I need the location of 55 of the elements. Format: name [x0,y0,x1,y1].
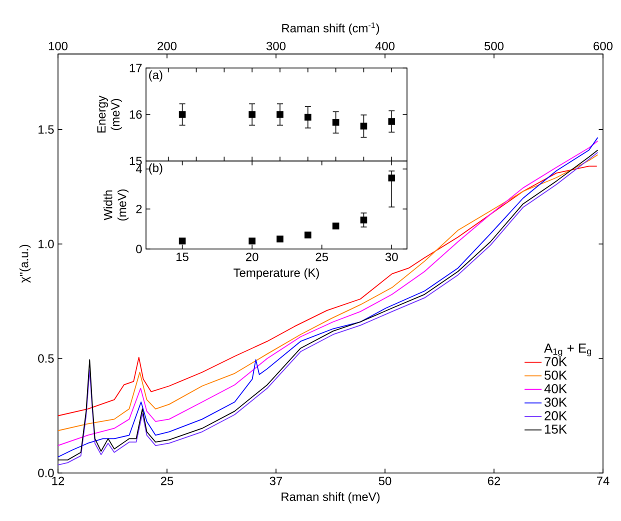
y-axis-title: Width (meV) [104,189,129,221]
x2-tick-label: 500 [484,42,504,50]
legend-label: 30K [544,398,567,407]
y-axis-title: χ''(a.u.) [19,244,31,283]
y-tick-label: 0 [136,244,142,254]
y-tick-label: 0.5 [38,354,54,363]
x-tick-label: 62 [488,476,500,486]
point [332,119,340,126]
x-axis-title: Raman shift (meV) [282,492,380,504]
x2-tick-label: 600 [594,42,613,50]
legend-label: 50K [544,370,567,380]
point [332,222,340,230]
x2-tick-label: 100 [48,42,68,50]
x-tick-label: 30 [385,252,398,262]
legend-label: 40K [544,384,567,394]
point [388,174,396,182]
y-tick-label: 1.5 [38,125,54,134]
x-tick-label: 25 [316,252,328,262]
y-tick-label: 16 [130,110,142,119]
legend-label: 15K [545,424,567,434]
point [304,232,312,238]
x-tick-label: 50 [378,476,392,486]
x2-tick-label: 300 [266,42,286,50]
y-tick-label: 17 [130,64,142,72]
x2-tick-label: 400 [375,42,395,50]
y-tick-label: 4 [136,164,142,174]
point [304,114,312,121]
point [360,216,368,224]
point [360,122,368,130]
x-tick-label: 25 [160,476,174,486]
legend-label: 20K [544,411,567,420]
x-tick-label: 12 [52,476,64,486]
y-tick-label: 2 [136,204,142,214]
point [248,111,256,118]
x-tick-label: 15 [176,252,188,262]
point [178,238,186,244]
point [276,236,284,242]
point [388,118,396,125]
point [178,111,186,118]
annotation: (a) [149,70,162,82]
y-tick-label: 1.0 [38,240,54,248]
x-axis-title: Temperature (K) [234,268,319,280]
legend-label: 70K [544,357,567,366]
annotation: (b) [149,163,162,175]
y-axis-title: Energy (meV) [97,96,122,132]
x2-tick-label: 200 [158,42,177,50]
x-tick-label: 74 [596,476,610,485]
y-tick-label: 15 [130,156,142,166]
x-tick-label: 37 [270,476,282,486]
legend-title: A$_{1g}$ + E$_{g}$ [544,344,592,357]
point [276,111,284,118]
x-tick-label: 20 [246,252,258,262]
point [248,238,256,244]
x2-axis-title: Raman shift (cm$^{-1}$) [282,22,380,35]
y-tick-label: 0.0 [38,468,54,478]
